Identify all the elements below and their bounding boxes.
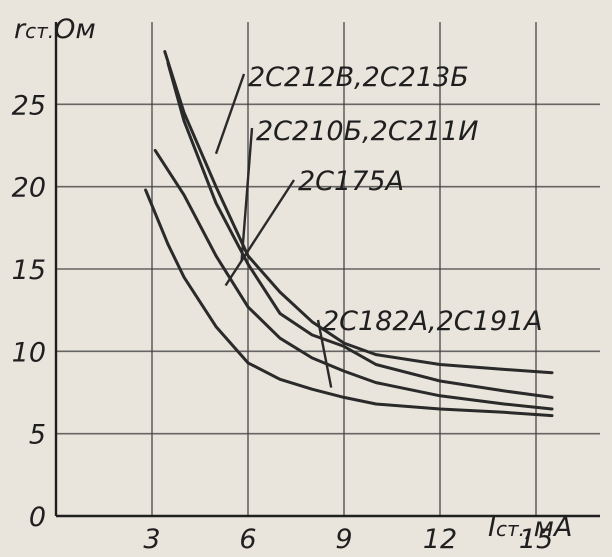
x-tick-label: 12 (423, 524, 457, 555)
y-tick-label: 5 (29, 420, 46, 451)
series-label-2: 2С210Б,2С211И (256, 116, 478, 147)
y-tick-labels: 0 5 10 15 20 25 (12, 90, 46, 533)
series-curve-4 (144, 188, 554, 418)
y-axis-subscript: ст. (25, 19, 54, 43)
y-tick-label: 20 (12, 173, 46, 204)
series-curves (144, 50, 554, 418)
x-tick-label: 6 (239, 524, 256, 555)
x-axis-subscript: ст. (496, 517, 525, 541)
series-curve-2 (166, 61, 554, 399)
series-label-3: 2С175А (298, 166, 404, 197)
x-tick-labels: 3 6 9 12 15 (143, 524, 553, 555)
axes (54, 22, 600, 518)
label-leaders (214, 73, 333, 388)
series-label-4: 2С182А,2С191А (322, 306, 543, 337)
y-axis-label: rст.Ом (14, 14, 96, 45)
y-tick-label: 15 (12, 255, 46, 286)
series-curve-3 (153, 148, 554, 411)
grid (56, 22, 600, 516)
series-labels: 2С212В,2С213Б 2С210Б,2С211И 2С175А 2С182А,2… (248, 62, 543, 337)
series-leader-3 (224, 179, 296, 287)
series-leader-4 (316, 319, 333, 388)
series-leader-2 (240, 127, 254, 261)
series-curve-1 (163, 50, 554, 375)
x-axis-label: Iст.,мА (488, 512, 572, 543)
x-axis-comma: , (525, 512, 534, 543)
y-axis-symbol: r (14, 14, 27, 45)
y-tick-label: 0 (29, 502, 46, 533)
series-label-1: 2С212В,2С213Б (248, 62, 469, 93)
y-axis-unit: Ом (54, 14, 96, 45)
series-leader-1 (214, 73, 246, 155)
y-tick-label: 25 (12, 90, 46, 121)
x-axis-symbol: I (488, 512, 496, 543)
y-tick-label: 10 (12, 337, 46, 368)
x-axis-unit: мА (534, 512, 573, 543)
x-tick-label: 3 (143, 524, 160, 555)
x-tick-label: 15 (519, 524, 553, 555)
x-tick-label: 9 (335, 524, 352, 555)
